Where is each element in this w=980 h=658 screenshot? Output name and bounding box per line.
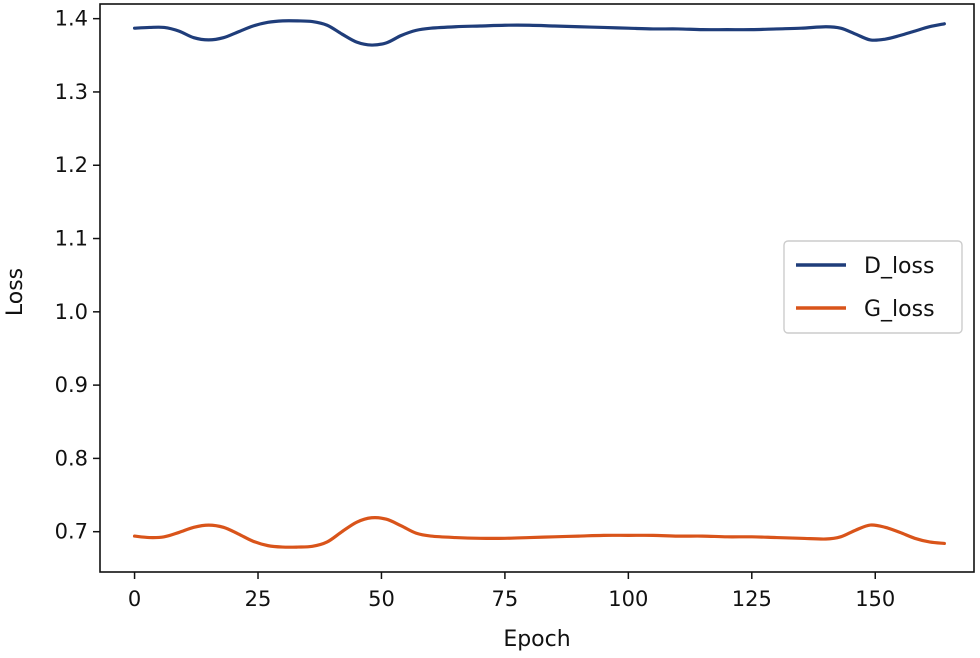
x-tick-label: 100 [608,587,648,611]
legend-label-g-loss: G_loss [864,297,935,322]
series-lines [132,19,946,549]
series-line-d-loss [132,19,946,47]
x-tick-label: 25 [245,587,272,611]
y-tick-label: 1.0 [55,300,88,324]
x-tick-label: 50 [368,587,395,611]
x-axis-title: Epoch [503,627,570,652]
x-tick-label: 75 [492,587,519,611]
x-tick-label: 125 [732,587,772,611]
y-axis-ticks: 0.7 0.8 0.9 1.0 1.1 1.2 1.3 1.4 [55,7,100,544]
y-tick-label: 0.8 [55,446,88,470]
y-tick-label: 1.1 [55,227,88,251]
x-tick-label: 0 [128,587,141,611]
y-tick-label: 0.7 [55,520,88,544]
x-tick-label: 150 [855,587,895,611]
y-tick-label: 1.2 [55,153,88,177]
legend: D_loss G_loss [783,240,963,334]
legend-label-d-loss: D_loss [864,254,934,279]
y-tick-label: 1.3 [55,80,88,104]
series-line-g-loss [132,516,946,549]
y-axis-title: Loss [3,268,28,316]
y-tick-label: 0.9 [55,373,88,397]
x-axis-ticks: 0 25 50 75 100 125 150 [128,572,895,611]
y-tick-label: 1.4 [55,7,88,31]
